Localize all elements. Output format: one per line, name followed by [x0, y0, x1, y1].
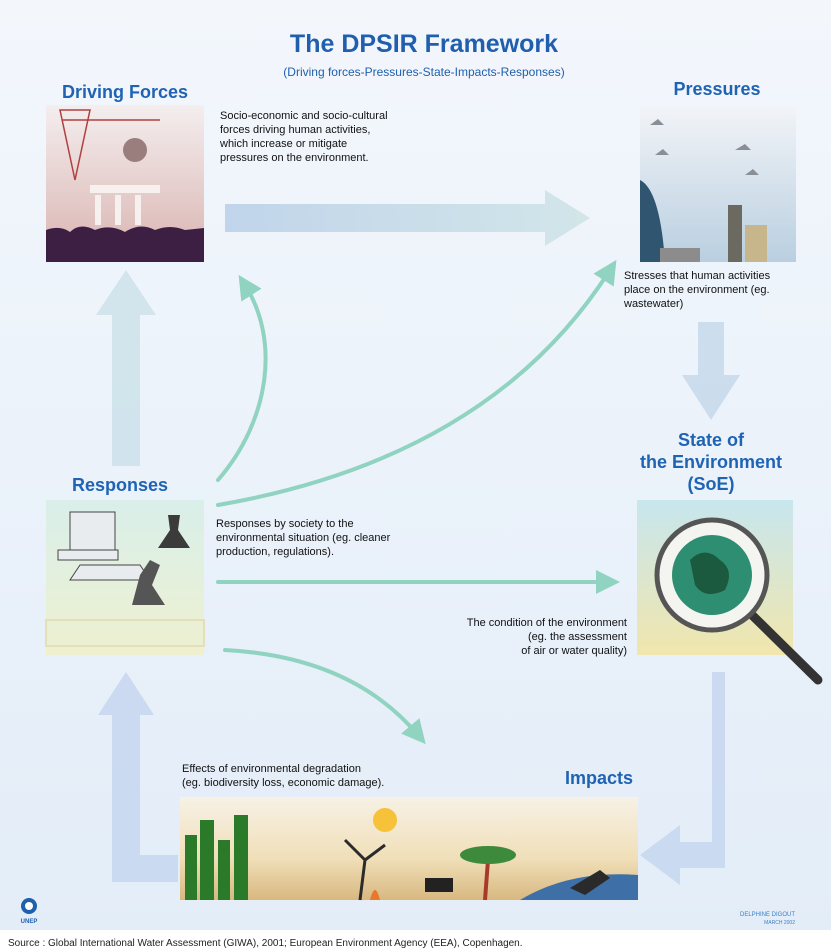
description-line: which increase or mitigate	[219, 138, 347, 150]
dpsir-diagram: The DPSIR Framework (Driving forces-Pres…	[0, 0, 831, 952]
node-label: the Environment	[640, 452, 782, 472]
soe-image	[637, 500, 818, 680]
pressures-image	[640, 106, 796, 262]
description-line: (eg. biodiversity loss, economic damage)…	[182, 777, 384, 789]
node-label: Impacts	[565, 768, 633, 788]
credit: DELPHINE DIGOUT	[740, 912, 795, 918]
node-label: Pressures	[673, 79, 760, 99]
description-line: production, regulations).	[216, 546, 334, 558]
source: Source : Global International Water Asse…	[8, 938, 523, 949]
driving-forces-image	[46, 105, 204, 262]
description-line: Responses by society to the	[216, 518, 354, 530]
impacts-image	[180, 797, 638, 900]
node-label: Driving Forces	[62, 82, 188, 102]
logo-text: UNEP	[21, 919, 38, 925]
responses-image	[46, 500, 204, 655]
title: The DPSIR Framework	[290, 30, 558, 58]
description-line: environmental situation (eg. cleaner	[216, 532, 391, 544]
description-line: Effects of environmental degradation	[182, 763, 361, 775]
description-line: (eg. the assessment	[528, 631, 627, 643]
credit: MARCH 2002	[764, 920, 795, 926]
description-line: place on the environment (eg.	[624, 284, 770, 296]
node-label: Responses	[72, 475, 168, 495]
description-line: forces driving human activities,	[220, 124, 370, 136]
description-line: The condition of the environment	[467, 617, 627, 629]
node-label: State of	[678, 430, 745, 450]
subtitle: (Driving forces-Pressures-State-Impacts-…	[283, 65, 564, 79]
node-label: (SoE)	[688, 474, 735, 494]
description-line: Socio-economic and socio-cultural	[220, 110, 388, 122]
description-line: Stresses that human activities	[624, 270, 771, 282]
description-line: wastewater)	[623, 298, 683, 310]
description-line: pressures on the environment.	[220, 152, 369, 164]
description-line: of air or water quality)	[521, 645, 627, 657]
